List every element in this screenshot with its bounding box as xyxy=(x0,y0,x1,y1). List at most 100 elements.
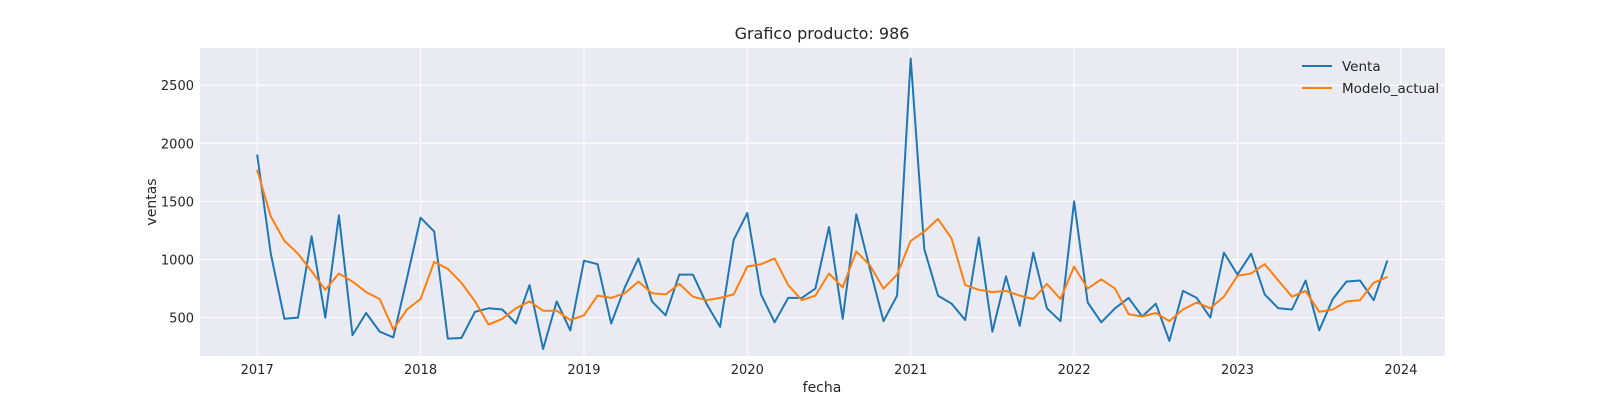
data-point-venta xyxy=(624,286,626,288)
x-tick-label: 2024 xyxy=(1384,363,1417,378)
data-point-modelo-actual xyxy=(270,215,272,218)
x-tick-label: 2017 xyxy=(241,363,274,378)
data-point-venta xyxy=(1209,317,1211,319)
data-point-modelo-actual xyxy=(828,272,830,275)
data-point-modelo-actual xyxy=(787,284,789,286)
data-point-modelo-actual xyxy=(964,284,966,286)
x-tick-label: 2019 xyxy=(567,363,600,378)
data-point-modelo-actual xyxy=(1168,320,1170,322)
data-point-venta xyxy=(1032,252,1034,254)
data-point-modelo-actual xyxy=(624,292,626,294)
data-point-modelo-actual xyxy=(937,218,939,220)
data-point-modelo-actual xyxy=(1345,300,1347,302)
data-point-venta xyxy=(256,154,258,156)
data-point-modelo-actual xyxy=(1032,298,1034,300)
data-point-venta xyxy=(855,213,857,215)
data-point-modelo-actual xyxy=(1019,295,1021,297)
data-point-modelo-actual xyxy=(542,310,544,312)
data-point-modelo-actual xyxy=(1059,298,1062,300)
data-point-modelo-actual xyxy=(1373,282,1375,284)
data-point-venta xyxy=(1114,307,1116,309)
data-point-modelo-actual xyxy=(1155,312,1157,314)
data-point-modelo-actual xyxy=(338,272,340,275)
data-point-modelo-actual xyxy=(1305,290,1307,292)
data-point-venta xyxy=(1345,281,1347,283)
data-point-venta xyxy=(1100,321,1102,323)
data-point-venta xyxy=(964,319,966,321)
data-point-modelo-actual xyxy=(420,298,422,300)
data-point-venta xyxy=(937,295,939,297)
data-point-modelo-actual xyxy=(651,292,653,294)
data-point-venta xyxy=(501,308,503,311)
y-tick-label: 500 xyxy=(169,312,194,327)
data-point-modelo-actual xyxy=(1182,308,1184,311)
data-point-venta xyxy=(474,311,476,313)
data-point-modelo-actual xyxy=(406,308,408,311)
data-point-venta xyxy=(746,212,748,214)
data-point-modelo-actual xyxy=(1114,288,1116,290)
data-point-venta xyxy=(814,288,817,290)
data-point-modelo-actual xyxy=(678,283,680,285)
x-tick-labels: 2017 2018 2019 2020 2021 2022 2023 2024 xyxy=(241,363,1418,378)
data-point-modelo-actual xyxy=(447,268,449,270)
x-tick-label: 2023 xyxy=(1221,363,1254,378)
data-point-venta xyxy=(637,257,640,259)
data-point-modelo-actual xyxy=(1386,276,1388,278)
data-point-modelo-actual xyxy=(1128,313,1130,315)
data-point-modelo-actual xyxy=(1141,315,1143,318)
data-point-venta xyxy=(665,314,667,316)
data-point-venta xyxy=(1386,260,1388,262)
data-point-venta xyxy=(610,322,612,325)
data-point-modelo-actual xyxy=(991,291,994,293)
data-point-modelo-actual xyxy=(719,297,721,299)
data-point-venta xyxy=(1291,308,1293,311)
data-point-modelo-actual xyxy=(501,318,503,320)
data-point-venta xyxy=(433,231,435,233)
data-point-modelo-actual xyxy=(910,240,912,242)
y-tick-label: 2000 xyxy=(161,137,194,152)
data-point-venta xyxy=(1318,329,1320,331)
data-point-venta xyxy=(338,214,340,216)
series-line-venta xyxy=(256,57,1389,350)
y-tick-label: 1000 xyxy=(161,254,194,269)
data-point-venta xyxy=(991,331,994,333)
data-point-venta xyxy=(801,297,803,299)
data-point-modelo-actual xyxy=(311,270,313,272)
data-point-modelo-actual xyxy=(528,300,531,302)
data-point-modelo-actual xyxy=(379,298,381,300)
data-point-modelo-actual xyxy=(351,281,354,283)
data-point-modelo-actual xyxy=(774,257,776,259)
data-point-modelo-actual xyxy=(488,324,490,326)
data-point-modelo-actual xyxy=(814,295,817,297)
data-point-venta xyxy=(1277,307,1279,309)
data-point-venta xyxy=(392,336,394,338)
chart-title: Grafico producto: 986 xyxy=(735,24,910,43)
data-point-venta xyxy=(556,300,558,302)
data-point-venta xyxy=(1019,325,1021,327)
data-point-venta xyxy=(297,317,299,319)
data-point-venta xyxy=(1305,279,1307,282)
data-point-venta xyxy=(488,307,490,309)
legend-label-modelo-actual: Modelo_actual xyxy=(1342,81,1439,97)
x-tick-label: 2020 xyxy=(731,363,764,378)
data-point-venta xyxy=(379,331,381,333)
data-point-venta xyxy=(528,284,531,286)
data-point-venta xyxy=(787,297,789,299)
data-point-modelo-actual xyxy=(433,261,435,263)
data-point-modelo-actual xyxy=(705,299,708,301)
data-points xyxy=(256,57,1388,350)
data-point-venta xyxy=(1264,293,1266,295)
legend: Venta Modelo_actual xyxy=(1302,59,1439,97)
data-point-venta xyxy=(569,329,571,331)
data-point-modelo-actual xyxy=(569,319,571,321)
data-point-modelo-actual xyxy=(1073,265,1075,268)
grid-lines xyxy=(200,48,1445,356)
data-point-venta xyxy=(1236,274,1239,276)
data-point-venta xyxy=(678,274,680,276)
data-point-venta xyxy=(1359,279,1361,282)
data-point-venta xyxy=(1059,320,1062,322)
data-point-venta xyxy=(923,248,925,250)
data-point-modelo-actual xyxy=(474,300,476,302)
data-point-venta xyxy=(460,337,462,339)
